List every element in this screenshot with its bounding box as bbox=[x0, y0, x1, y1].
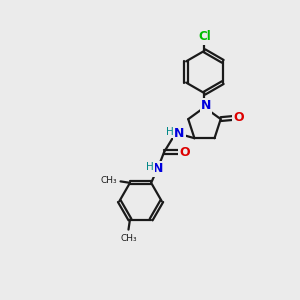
Text: Cl: Cl bbox=[198, 30, 211, 44]
Text: CH₃: CH₃ bbox=[100, 176, 117, 185]
Text: H: H bbox=[166, 127, 174, 137]
Text: N: N bbox=[201, 99, 211, 112]
Text: O: O bbox=[179, 146, 190, 158]
Text: CH₃: CH₃ bbox=[121, 234, 137, 243]
Text: N: N bbox=[174, 127, 184, 140]
Text: N: N bbox=[153, 162, 164, 175]
Text: H: H bbox=[146, 162, 154, 172]
Text: O: O bbox=[233, 111, 244, 124]
